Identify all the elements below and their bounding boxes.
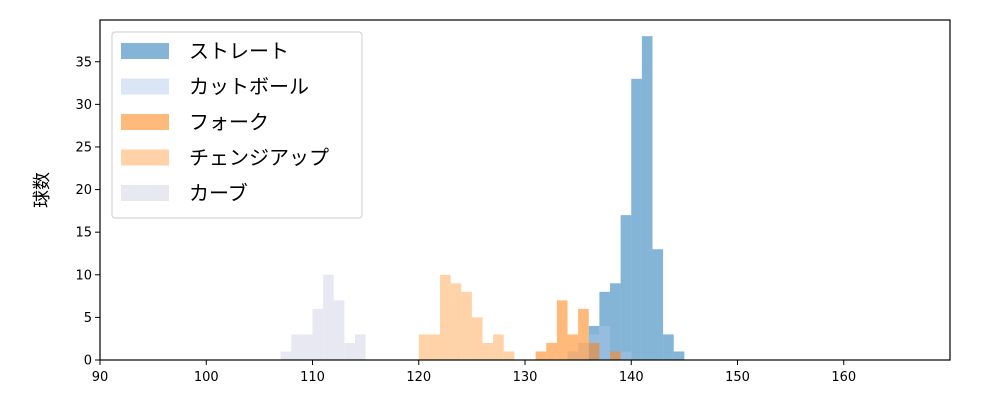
histogram-bar xyxy=(599,291,610,360)
histogram-bar xyxy=(333,300,345,360)
histogram-bar xyxy=(312,308,324,360)
histogram-bar xyxy=(620,351,632,360)
histogram-bar xyxy=(567,334,579,360)
histogram-bar xyxy=(663,334,674,360)
legend-swatch xyxy=(121,114,169,130)
histogram-bar xyxy=(673,351,685,360)
legend-entry-label: ストレート xyxy=(189,39,289,63)
histogram-bar xyxy=(546,342,557,360)
histogram-bar xyxy=(535,351,547,360)
x-tick-label: 110 xyxy=(300,370,325,385)
histogram-bar xyxy=(503,351,515,360)
histogram-bar xyxy=(482,342,494,360)
histogram-bar xyxy=(556,300,568,360)
histogram-bar xyxy=(599,325,610,360)
x-tick-label: 100 xyxy=(194,370,219,385)
histogram-bar xyxy=(578,308,589,360)
y-tick-label: 35 xyxy=(75,55,92,70)
y-tick-label: 10 xyxy=(75,268,92,283)
histogram-bar xyxy=(471,317,483,360)
x-tick-label: 90 xyxy=(92,370,109,385)
histogram-bar xyxy=(280,351,292,360)
y-tick-label: 5 xyxy=(84,311,92,326)
y-tick-label: 20 xyxy=(75,183,92,198)
legend-swatch xyxy=(121,43,169,59)
histogram-bar xyxy=(301,334,313,360)
histogram-bar xyxy=(461,291,472,360)
y-tick-label: 15 xyxy=(75,226,92,241)
y-tick-label: 30 xyxy=(75,98,92,113)
y-tick-label: 0 xyxy=(84,354,92,369)
bars-layer xyxy=(280,36,685,360)
legend-entry-label: カーブ xyxy=(189,181,248,205)
y-axis-ticks: 0 5 10 15 20 25 30 35 xyxy=(75,55,100,369)
x-axis-ticks: 90 100 110 120 130 140 150 160 xyxy=(92,360,856,385)
histogram-bar xyxy=(493,334,504,360)
histogram-bar xyxy=(355,334,366,360)
legend-entry-label: カットボール xyxy=(189,75,309,99)
legend-entry-label: フォーク xyxy=(189,110,269,134)
histogram-bar xyxy=(631,78,642,360)
histogram-bar xyxy=(323,274,334,360)
histogram-bar xyxy=(620,215,632,360)
histogram-bar xyxy=(344,342,355,360)
y-tick-label: 25 xyxy=(75,140,92,155)
x-tick-label: 140 xyxy=(619,370,644,385)
legend-frame xyxy=(111,31,363,219)
histogram-bar xyxy=(641,36,653,360)
histogram-bar xyxy=(450,283,462,360)
histogram-bar xyxy=(652,249,664,360)
legend-swatch xyxy=(121,149,169,166)
x-tick-label: 120 xyxy=(406,370,431,385)
legend-entry-label: チェンジアップ xyxy=(189,146,329,170)
histogram-bar xyxy=(418,334,430,360)
histogram-bar xyxy=(429,334,440,360)
histogram-bar xyxy=(610,283,621,360)
y-axis-label: 球数 xyxy=(32,172,53,208)
legend-swatch xyxy=(121,78,169,95)
histogram-bar xyxy=(588,342,600,360)
x-tick-label: 160 xyxy=(831,370,856,385)
histogram-bar xyxy=(291,334,302,360)
histogram-bar xyxy=(610,351,621,360)
x-tick-label: 130 xyxy=(513,370,538,385)
legend-swatch xyxy=(121,185,169,201)
x-tick-label: 150 xyxy=(725,370,750,385)
histogram-bar xyxy=(440,274,451,360)
